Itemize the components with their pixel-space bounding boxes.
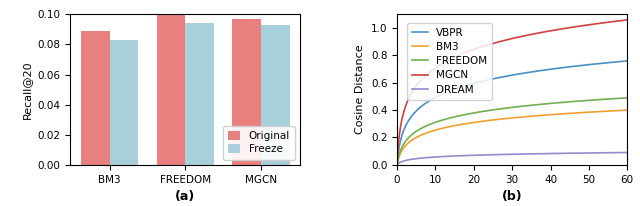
- DREAM: [497, 153, 505, 156]
- FREEDOM: [566, 101, 574, 103]
- Bar: [261, 25, 290, 165]
- Line: FREEDOM: FREEDOM: [397, 98, 627, 165]
- DREAM: [393, 164, 401, 166]
- MGCN: [566, 26, 574, 29]
- Legend: VBPR, BM3, FREEDOM, MGCN, DREAM: VBPR, BM3, FREEDOM, MGCN, DREAM: [407, 23, 492, 100]
- FREEDOM: [623, 97, 631, 99]
- FREEDOM: [497, 108, 505, 110]
- VBPR: [623, 60, 631, 62]
- FREEDOM: [547, 102, 555, 105]
- X-axis label: (b): (b): [502, 190, 522, 203]
- MGCN: [529, 33, 536, 35]
- VBPR: [452, 87, 460, 90]
- Bar: [232, 19, 261, 165]
- VBPR: [547, 68, 555, 70]
- Bar: [81, 31, 109, 165]
- DREAM: [434, 156, 442, 158]
- FREEDOM: [529, 104, 536, 106]
- BM3: [393, 164, 401, 166]
- VBPR: [497, 76, 505, 78]
- BM3: [452, 124, 460, 126]
- MGCN: [497, 40, 505, 42]
- BM3: [566, 112, 574, 115]
- BM3: [497, 118, 505, 120]
- Line: DREAM: DREAM: [397, 152, 627, 165]
- DREAM: [452, 155, 460, 157]
- MGCN: [434, 65, 442, 67]
- FREEDOM: [434, 120, 442, 123]
- Line: MGCN: MGCN: [397, 20, 627, 165]
- Bar: [109, 40, 138, 165]
- BM3: [623, 109, 631, 111]
- MGCN: [452, 55, 460, 57]
- BM3: [434, 128, 442, 131]
- VBPR: [434, 95, 442, 97]
- Bar: [157, 14, 186, 165]
- DREAM: [623, 151, 631, 154]
- MGCN: [623, 19, 631, 21]
- VBPR: [393, 164, 401, 166]
- VBPR: [566, 66, 574, 68]
- BM3: [529, 115, 536, 117]
- DREAM: [529, 153, 536, 155]
- Legend: Original, Freeze: Original, Freeze: [223, 126, 295, 160]
- VBPR: [529, 70, 536, 73]
- MGCN: [547, 29, 555, 32]
- X-axis label: (a): (a): [175, 190, 196, 203]
- BM3: [547, 114, 555, 116]
- DREAM: [566, 152, 574, 154]
- MGCN: [393, 164, 401, 166]
- FREEDOM: [452, 115, 460, 118]
- DREAM: [547, 152, 555, 155]
- Line: BM3: BM3: [397, 110, 627, 165]
- Bar: [186, 23, 214, 165]
- Y-axis label: Cosine Distance: Cosine Distance: [355, 45, 365, 135]
- Line: VBPR: VBPR: [397, 61, 627, 165]
- Y-axis label: Recall@20: Recall@20: [22, 60, 32, 119]
- FREEDOM: [393, 164, 401, 166]
